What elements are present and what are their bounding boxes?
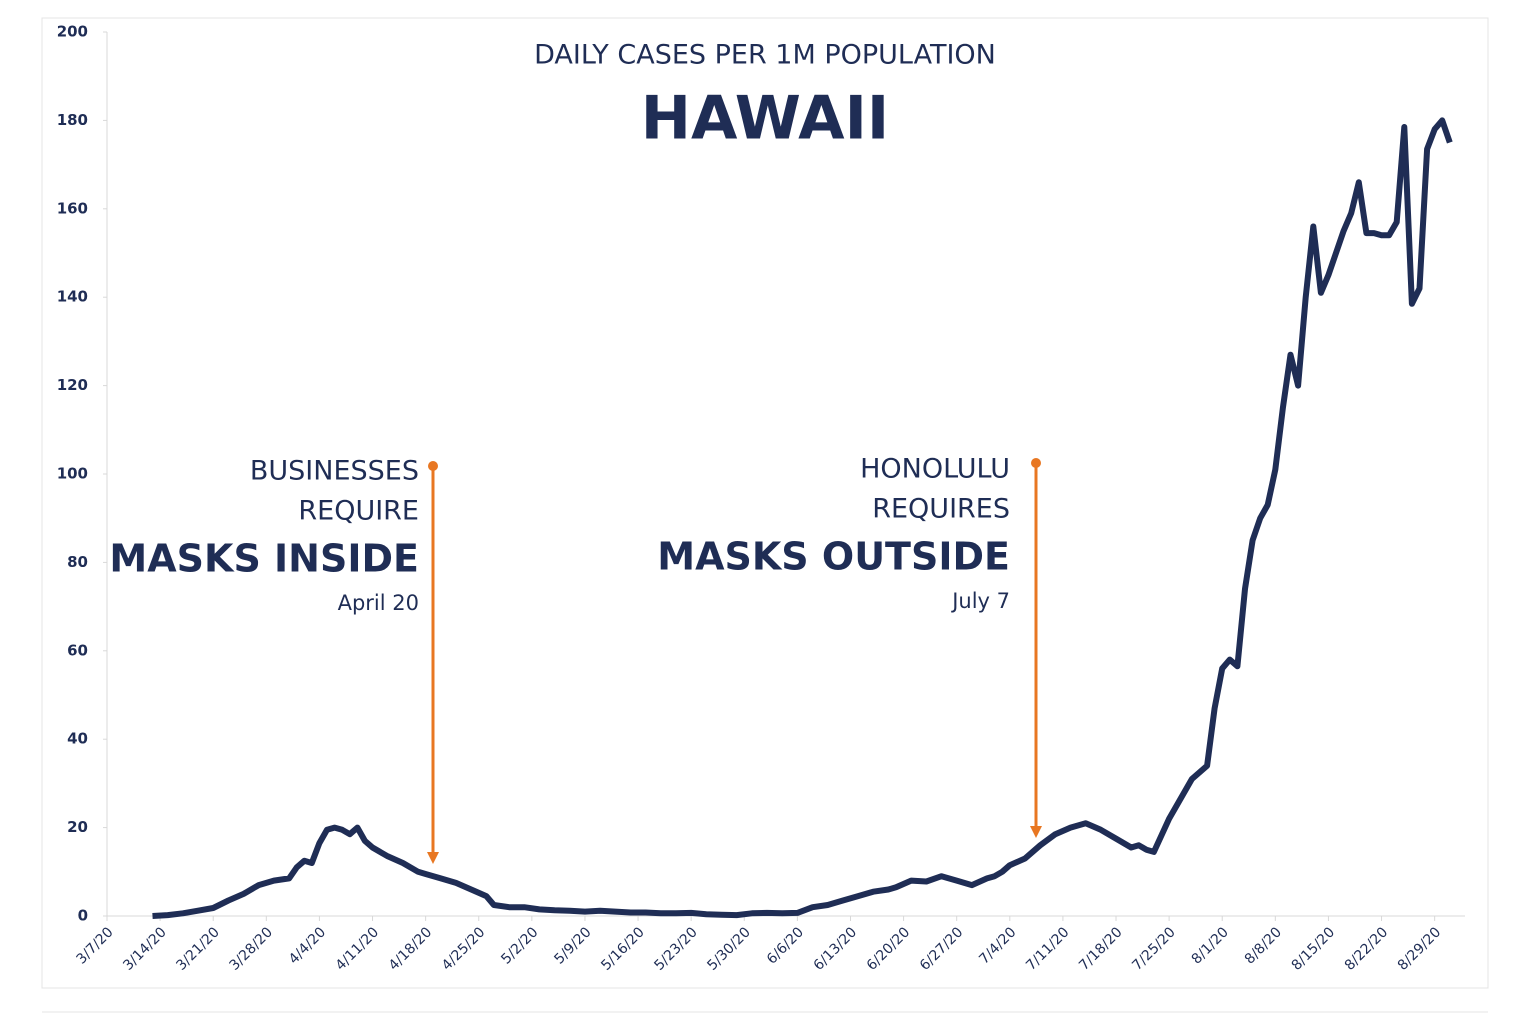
x-tick-label: 3/28/20 — [226, 924, 275, 973]
annotation: BUSINESSES REQUIRE MASKS INSIDE April 20 — [109, 456, 439, 864]
annotation-arrowhead — [427, 852, 439, 864]
x-tick-label: 8/1/20 — [1189, 924, 1232, 967]
annotation: HONOLULU REQUIRES MASKS OUTSIDE July 7 — [657, 454, 1042, 838]
x-tick-label: 4/18/20 — [386, 924, 435, 973]
x-tick-label: 4/25/20 — [439, 924, 488, 973]
y-tick-label: 160 — [57, 199, 88, 217]
y-tick-label: 0 — [78, 907, 88, 925]
annotation-text: REQUIRE — [298, 496, 419, 527]
y-tick-label: 60 — [67, 641, 88, 659]
y-tick-label: 40 — [67, 730, 88, 748]
y-tick-label: 100 — [57, 465, 88, 483]
x-tick-label: 7/18/20 — [1076, 924, 1125, 973]
annotation-text: HONOLULU — [860, 454, 1010, 485]
x-tick-label: 5/16/20 — [598, 924, 647, 973]
x-tick-label: 7/4/20 — [976, 924, 1019, 967]
x-tick-label: 8/22/20 — [1342, 924, 1391, 973]
x-tick-label: 8/15/20 — [1289, 924, 1338, 973]
x-tick-label: 8/8/20 — [1242, 924, 1285, 967]
annotation-text: April 20 — [338, 591, 419, 615]
x-tick-label: 5/23/20 — [651, 924, 700, 973]
x-tick-label: 6/20/20 — [864, 924, 913, 973]
data-line — [152, 117, 1453, 919]
x-tick-label: 4/11/20 — [333, 924, 382, 973]
x-tick-label: 5/30/20 — [704, 924, 753, 973]
y-tick-label: 80 — [67, 553, 88, 571]
x-tick-label: 5/2/20 — [498, 924, 541, 967]
x-tick-label: 6/27/20 — [917, 924, 966, 973]
annotation-dot — [428, 461, 438, 471]
annotation-text: MASKS OUTSIDE — [657, 535, 1010, 579]
y-tick-label: 20 — [67, 818, 88, 836]
annotation-text: BUSINESSES — [250, 456, 419, 487]
chart-subtitle: DAILY CASES PER 1M POPULATION — [534, 40, 996, 71]
y-tick-label: 140 — [57, 288, 88, 306]
annotation-arrowhead — [1030, 826, 1042, 838]
x-tick-label: 4/4/20 — [286, 924, 329, 967]
x-tick-label: 3/14/20 — [120, 924, 169, 973]
annotation-dot — [1031, 458, 1041, 468]
y-tick-label: 120 — [57, 376, 88, 394]
x-tick-label: 6/6/20 — [764, 924, 807, 967]
x-tick-label: 5/9/20 — [551, 924, 594, 967]
annotation-text: REQUIRES — [872, 494, 1010, 525]
chart-title: HAWAII — [641, 84, 890, 154]
x-tick-label: 6/13/20 — [811, 924, 860, 973]
y-tick-label: 180 — [57, 111, 88, 129]
annotation-text: July 7 — [950, 589, 1010, 613]
x-tick-label: 3/7/20 — [73, 924, 116, 967]
x-tick-label: 7/11/20 — [1023, 924, 1072, 973]
y-tick-label: 200 — [57, 23, 88, 41]
annotation-text: MASKS INSIDE — [109, 537, 419, 581]
chart-frame — [41, 17, 1489, 989]
x-tick-label: 7/25/20 — [1129, 924, 1178, 973]
x-tick-label: 3/21/20 — [173, 924, 222, 973]
x-tick-label: 8/29/20 — [1395, 924, 1444, 973]
